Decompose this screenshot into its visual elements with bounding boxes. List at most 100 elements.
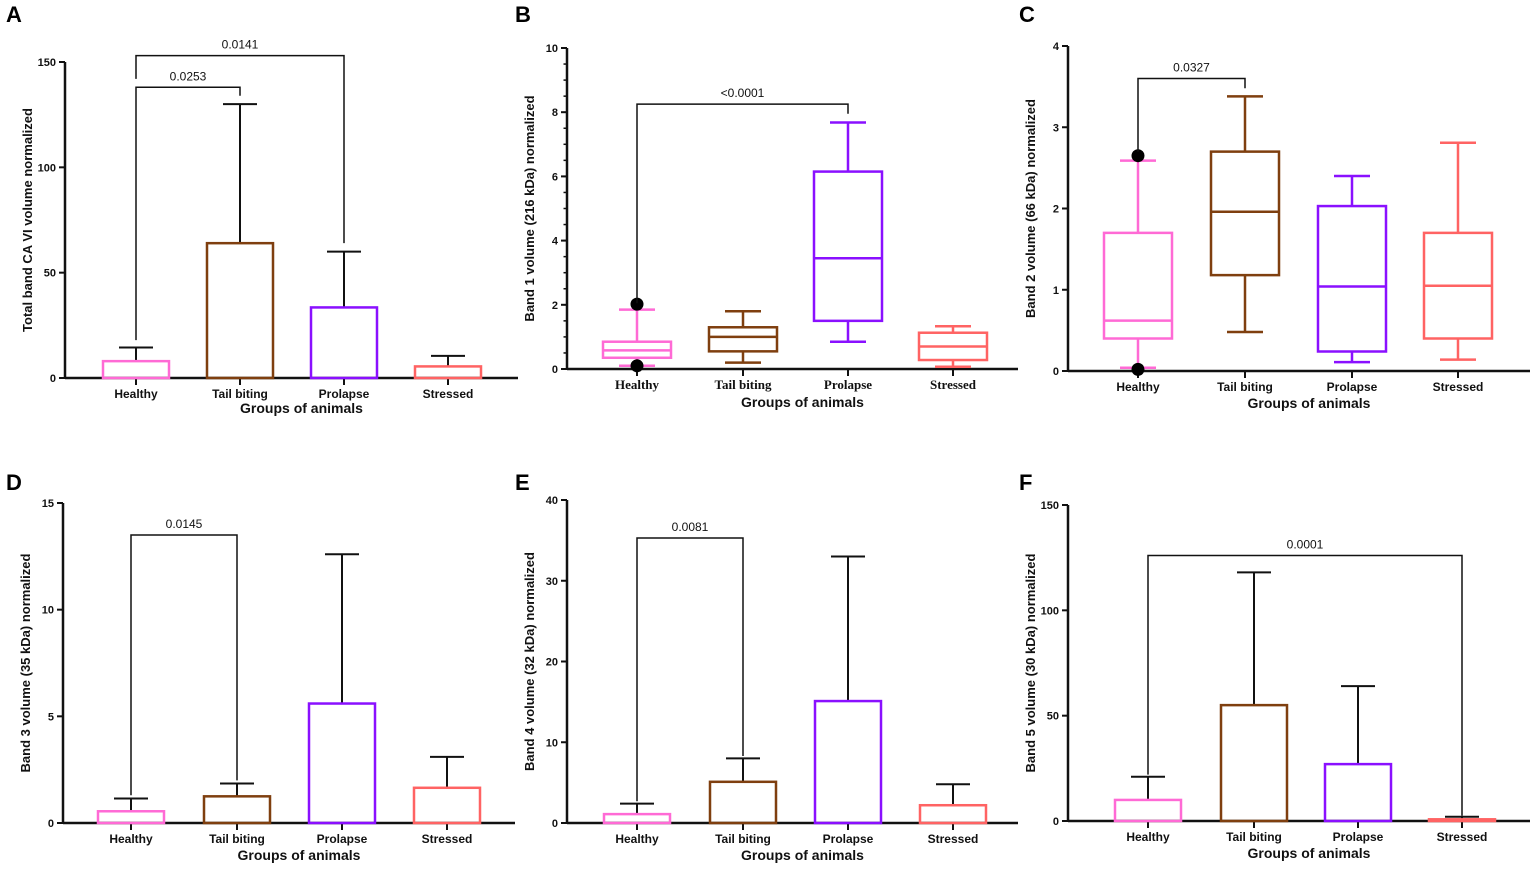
y-axis-title: Band 5 volume (30 kDa) normalized (1023, 554, 1038, 773)
panel-label: F (1019, 470, 1032, 495)
y-tick-label: 2 (552, 300, 558, 312)
y-tick-label: 20 (546, 657, 558, 669)
box (1209, 150, 1281, 277)
x-tick-label: Prolapse (317, 832, 368, 846)
x-tick-label: Tail biting (1217, 380, 1273, 394)
x-tick-label: Tail biting (212, 387, 268, 401)
x-tick-label: Tail biting (715, 377, 772, 392)
y-tick-label: 0 (552, 364, 558, 376)
x-tick-label: Prolapse (824, 377, 872, 392)
y-tick-label: 6 (552, 171, 558, 183)
y-tick-label: 0 (1053, 366, 1059, 378)
p-value-label: 0.0253 (170, 69, 207, 83)
outlier-point (630, 297, 644, 311)
p-value-label: <0.0001 (721, 86, 765, 100)
x-axis-title: Groups of animals (1248, 395, 1371, 411)
box (707, 326, 779, 353)
x-tick-label: Prolapse (1327, 380, 1378, 394)
bar (1113, 798, 1183, 823)
y-tick-label: 0 (552, 818, 558, 830)
significance-bracket (135, 86, 241, 341)
bar (708, 780, 778, 825)
bar (813, 699, 883, 825)
x-tick-label: Prolapse (1333, 830, 1384, 844)
box (1102, 231, 1174, 340)
y-tick-label: 150 (38, 57, 56, 69)
panel-b: B 0 2 4 6 8 10 Healthy Tail biting Prolapse Stress… (515, 2, 1018, 410)
p-value-label: 0.0001 (1287, 538, 1324, 552)
panel-f: F 0 50 100 150 Healthy Tail biting Prolapse Stre… (1019, 470, 1530, 861)
x-axis-title: Groups of animals (1248, 845, 1371, 861)
bar (1323, 762, 1393, 823)
y-tick-label: 15 (42, 498, 54, 510)
p-value-label: 0.0327 (1173, 61, 1210, 75)
panel-label: A (6, 2, 22, 27)
bar (412, 786, 482, 825)
outlier-point (1131, 149, 1145, 163)
bar (309, 306, 379, 380)
y-tick-label: 10 (546, 43, 558, 55)
box (1316, 204, 1388, 353)
bar (602, 812, 672, 825)
bar (1427, 818, 1497, 823)
significance-bracket (1147, 554, 1463, 816)
panel-d: D 0 5 10 15 Healthy Tail biting Prolapse Stresse… (6, 470, 515, 863)
x-tick-label: Healthy (1126, 830, 1170, 844)
bar (1219, 703, 1289, 823)
bar (307, 702, 377, 825)
x-tick-label: Healthy (615, 377, 660, 392)
x-tick-label: Stressed (928, 832, 979, 846)
y-tick-label: 1 (1053, 285, 1059, 297)
bar (101, 359, 171, 380)
y-tick-label: 0 (50, 373, 56, 385)
panel-label: E (515, 470, 530, 495)
x-tick-label: Healthy (114, 387, 158, 401)
x-tick-label: Tail biting (1226, 830, 1282, 844)
y-tick-label: 150 (1041, 500, 1059, 512)
significance-bracket (636, 103, 849, 304)
y-axis-title: Band 1 volume (216 kDa) normalized (522, 95, 537, 321)
panel-e: E 0 10 20 30 40 Healthy Tail biting Prolapse Stre… (515, 470, 1018, 863)
y-axis-title: Band 4 volume (32 kDa) normalized (522, 552, 537, 771)
y-tick-label: 4 (1053, 41, 1060, 53)
box (812, 170, 884, 323)
x-tick-label: Tail biting (715, 832, 771, 846)
x-tick-label: Stressed (1433, 380, 1484, 394)
y-tick-label: 8 (552, 107, 558, 119)
x-axis-title: Groups of animals (238, 847, 361, 863)
y-tick-label: 50 (44, 268, 56, 280)
y-tick-label: 100 (1041, 605, 1059, 617)
y-tick-label: 2 (1053, 204, 1059, 216)
x-axis-title: Groups of animals (741, 394, 864, 410)
significance-bracket (135, 54, 345, 244)
y-tick-label: 10 (546, 737, 558, 749)
y-axis-title: Band 2 volume (66 kDa) normalized (1023, 99, 1038, 318)
x-tick-label: Healthy (109, 832, 153, 846)
y-tick-label: 50 (1047, 711, 1059, 723)
y-tick-label: 40 (546, 495, 558, 507)
x-tick-label: Tail biting (209, 832, 265, 846)
bar (413, 365, 483, 380)
y-axis-title: Band 3 volume (35 kDa) normalized (18, 554, 33, 773)
p-value-label: 0.0081 (672, 520, 709, 534)
significance-bracket (130, 534, 238, 796)
y-tick-label: 3 (1053, 122, 1059, 134)
x-tick-label: Stressed (1437, 830, 1488, 844)
y-tick-label: 10 (42, 605, 54, 617)
outlier-point (1131, 362, 1145, 376)
x-tick-label: Healthy (615, 832, 659, 846)
x-tick-label: Prolapse (319, 387, 370, 401)
y-tick-label: 30 (546, 576, 558, 588)
bar (202, 795, 272, 825)
p-value-label: 0.0145 (166, 517, 203, 531)
panel-label: B (515, 2, 531, 27)
panel-label: C (1019, 2, 1035, 27)
y-tick-label: 5 (48, 711, 54, 723)
x-axis-title: Groups of animals (240, 400, 363, 416)
x-tick-label: Stressed (423, 387, 474, 401)
bar (918, 803, 988, 825)
x-tick-label: Prolapse (823, 832, 874, 846)
y-tick-label: 0 (1053, 816, 1059, 828)
y-axis-title: Total band CA VI volume normalized (20, 108, 35, 332)
outlier-point (630, 359, 644, 373)
